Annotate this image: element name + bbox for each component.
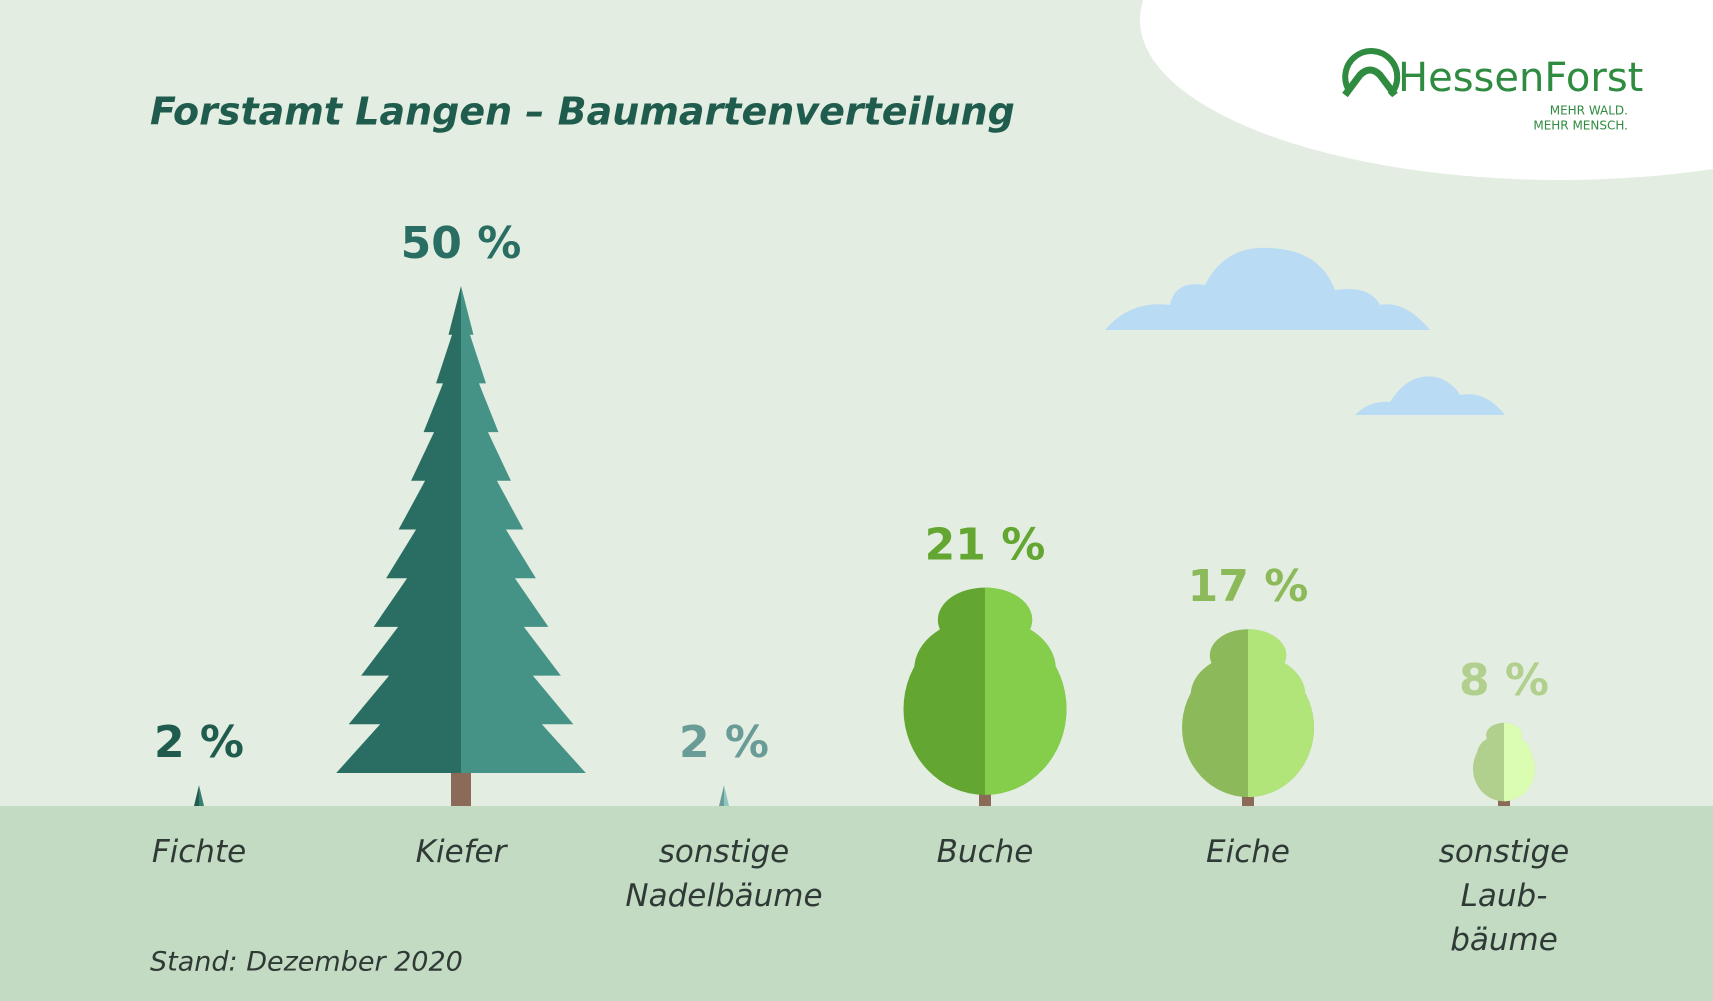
tree (719, 785, 729, 806)
canopy-lobe (1248, 629, 1287, 682)
canopy-right (199, 785, 204, 806)
category-label: Fichte (151, 834, 247, 870)
value-label: 8 % (1459, 655, 1549, 706)
ground (0, 806, 1713, 1001)
clouds (1105, 247, 1505, 415)
canopy-half (985, 587, 1067, 795)
canopy-right (461, 286, 586, 773)
tree (903, 587, 1067, 806)
logo-tagline: MEHR WALD. (1550, 104, 1628, 118)
footnote: Stand: Dezember 2020 (150, 947, 463, 978)
canopy-left (194, 785, 199, 806)
tree (1472, 722, 1536, 806)
tree (194, 785, 204, 806)
logo-name: HessenForst (1398, 55, 1643, 101)
tree (336, 286, 586, 806)
category-label: sonstige Laub- bäume (1438, 834, 1570, 958)
logo-ring (1342, 48, 1401, 98)
category-label: Kiefer (415, 834, 507, 870)
chart-title: Forstamt Langen – Baumartenverteilung (150, 90, 1015, 134)
value-label: 21 % (925, 520, 1046, 571)
canopy-left (719, 785, 724, 806)
trunk (451, 773, 471, 806)
canopy-half (1504, 722, 1535, 802)
logo-tagline: MEHR MENSCH. (1533, 119, 1628, 133)
value-label: 50 % (401, 218, 522, 269)
category-label: Eiche (1206, 834, 1290, 870)
logo-backdrop (1140, 0, 1713, 180)
category-label: sonstige Nadelbäume (625, 834, 823, 914)
tree (1182, 629, 1314, 806)
value-label: 17 % (1188, 561, 1309, 612)
canopy-right (724, 785, 729, 806)
canopy-left (336, 286, 461, 773)
value-label: 2 % (679, 717, 769, 768)
canopy-half (1248, 629, 1314, 798)
logo-icon (1342, 66, 1398, 98)
value-label: 2 % (154, 717, 244, 768)
canopy-lobe (1504, 722, 1522, 748)
category-label: Buche (936, 834, 1034, 870)
canopy-lobe (985, 587, 1033, 652)
